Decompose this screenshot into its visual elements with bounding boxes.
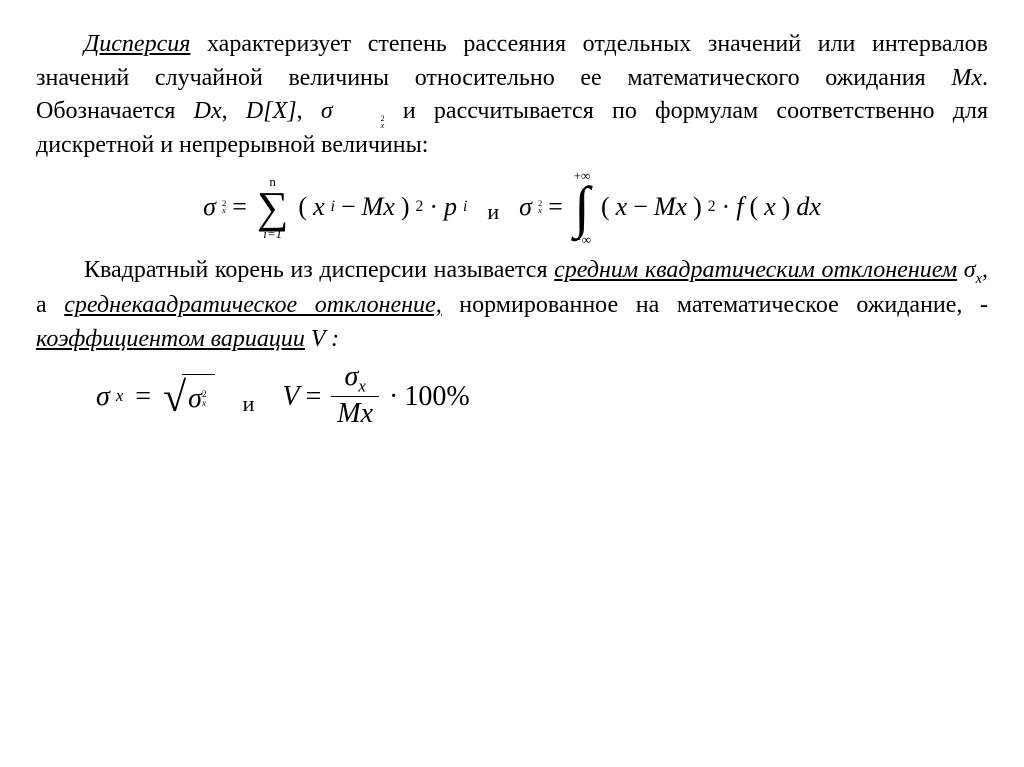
paragraph-stddev: Квадратный корень из дисперсии называетс… <box>36 254 988 356</box>
comma-2: , <box>297 98 321 124</box>
formula-variance-discrete: σ 2 x = n ∑ i=1 ( xi − Mx )2 · pi <box>203 175 467 241</box>
formula-cv: V = σx Mx · 100% <box>282 362 469 430</box>
connector-and-2: и <box>243 389 255 430</box>
sum-icon: n ∑ i=1 <box>257 175 289 241</box>
symbol-sigma-x: σx <box>964 257 982 283</box>
symbol-sigma2x: σ2x <box>321 98 385 124</box>
p2-text-a: Квадратный корень из дисперсии называетс… <box>84 257 554 283</box>
formula-row-stddev-cv: σx = √ σ 2 x и V = σx <box>96 362 988 430</box>
fraction: σx Mx <box>331 362 379 430</box>
connector-and-1: и <box>487 197 499 246</box>
symbol-dx: Dx <box>194 98 222 124</box>
term-cv: коэффициентом вариации <box>36 326 305 352</box>
term-stddev: средним квадратическим отклонением <box>554 257 957 283</box>
formula-variance-continuous: σ 2 x = +∞ ∫ −∞ ( x − Mx )2 · f (x) dx <box>519 169 821 246</box>
term-mean-square-dev: среднекаадратическое отклонение, <box>64 292 441 318</box>
paragraph-dispersion: Дисперсия характеризует степень рассеяни… <box>36 28 988 163</box>
comma-1: , <box>222 98 246 124</box>
integral-icon: +∞ ∫ −∞ <box>573 169 591 246</box>
symbol-mx: Mx <box>951 65 982 91</box>
formula-stddev: σx = √ σ 2 x <box>96 374 215 418</box>
sqrt-icon: √ σ 2 x <box>163 374 215 418</box>
document-page: Дисперсия характеризует степень рассеяни… <box>0 0 1024 458</box>
term-dispersion: Дисперсия <box>84 31 190 57</box>
symbol-dx-bracket: D[X] <box>246 98 297 124</box>
formula-row-variance: σ 2 x = n ∑ i=1 ( xi − Mx )2 · pi и σ 2 <box>36 169 988 246</box>
p2-text-d: нормированное на математическое ожидание… <box>442 292 988 318</box>
symbol-v: V : <box>311 326 339 352</box>
